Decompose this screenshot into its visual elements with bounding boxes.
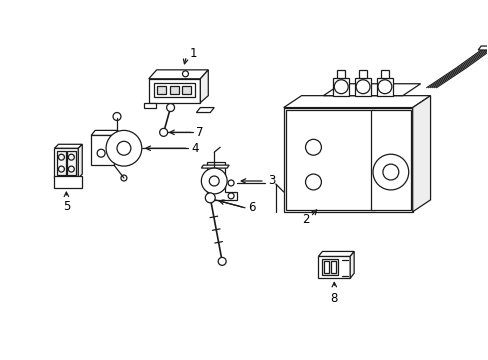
Polygon shape	[143, 103, 155, 108]
Bar	[156, 86, 165, 94]
Bar	[182, 86, 191, 94]
Text: 5: 5	[62, 200, 70, 213]
Text: 7: 7	[196, 126, 203, 139]
Polygon shape	[91, 130, 118, 135]
Circle shape	[166, 104, 174, 112]
Bar	[67, 151, 76, 175]
Text: 1: 1	[189, 48, 197, 60]
Bar	[318, 256, 349, 278]
Polygon shape	[283, 96, 429, 108]
Bar	[285, 109, 374, 210]
Polygon shape	[349, 251, 353, 278]
Circle shape	[106, 130, 142, 166]
Polygon shape	[148, 70, 208, 79]
Polygon shape	[78, 144, 82, 178]
Polygon shape	[412, 96, 429, 212]
Polygon shape	[54, 144, 82, 148]
Bar	[337, 70, 345, 78]
Bar	[331, 261, 336, 273]
Circle shape	[218, 257, 225, 265]
Bar	[153, 83, 195, 96]
Bar	[57, 151, 66, 175]
Polygon shape	[196, 108, 214, 113]
Bar	[380, 70, 388, 78]
Text: 6: 6	[247, 201, 255, 214]
Polygon shape	[323, 84, 420, 96]
Polygon shape	[207, 162, 237, 200]
Bar	[358, 70, 366, 78]
Bar	[333, 78, 348, 96]
Text: 3: 3	[267, 175, 275, 188]
Polygon shape	[91, 135, 114, 165]
Bar	[322, 260, 338, 275]
Circle shape	[205, 193, 215, 203]
Bar	[54, 148, 78, 178]
Bar	[169, 86, 178, 94]
Bar	[370, 109, 410, 210]
Polygon shape	[201, 165, 229, 168]
Circle shape	[160, 129, 167, 136]
Text: 4: 4	[191, 142, 199, 155]
Bar	[324, 261, 328, 273]
Polygon shape	[477, 46, 488, 50]
Bar	[283, 108, 412, 212]
Polygon shape	[200, 70, 208, 103]
Polygon shape	[148, 79, 200, 103]
Circle shape	[201, 168, 226, 194]
Text: 8: 8	[330, 292, 337, 305]
Text: 2: 2	[301, 213, 308, 226]
Polygon shape	[318, 251, 353, 256]
Bar	[376, 78, 392, 96]
Bar	[54, 176, 82, 188]
Bar	[354, 78, 370, 96]
